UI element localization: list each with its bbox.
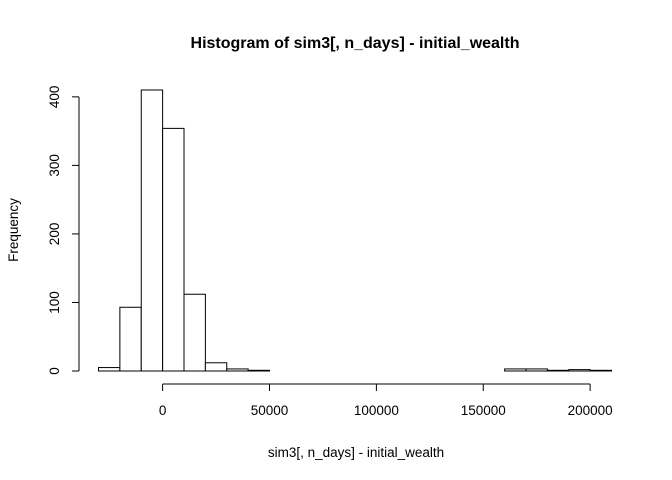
histogram-bar-2 (140, 89, 164, 372)
chart-title: Histogram of sim3[, n_days] - initial_we… (191, 35, 520, 52)
x-axis-label: sim3[, n_days] - initial_wealth (268, 445, 444, 460)
histogram-bar-19 (504, 368, 527, 372)
x-tick-label-2: 100000 (354, 403, 399, 418)
y-tick-label-4: 400 (47, 86, 62, 109)
histogram-bar-5 (204, 362, 228, 372)
histogram-bar-21 (546, 369, 570, 372)
histogram-bar-22 (568, 369, 591, 372)
histogram-bar-7 (247, 369, 271, 372)
x-tick-label-4: 200000 (568, 403, 613, 418)
histogram-bars (98, 89, 613, 372)
y-axis-label: Frequency (6, 198, 21, 262)
histogram-bar-3 (162, 127, 185, 372)
x-axis: 0 50000 100000 150000 200000 (159, 383, 613, 418)
histogram-bar-1 (119, 306, 142, 372)
y-axis: 0 100 200 300 400 (47, 86, 80, 375)
histogram-bar-20 (525, 368, 548, 372)
y-tick-label-1: 100 (47, 291, 62, 314)
x-tick-label-1: 50000 (251, 403, 289, 418)
histogram-bar-4 (183, 293, 206, 372)
histogram-bar-6 (226, 368, 249, 372)
y-tick-label-3: 300 (47, 154, 62, 177)
x-tick-label-0: 0 (159, 403, 167, 418)
y-tick-label-0: 0 (47, 367, 62, 375)
histogram-bar-0 (98, 367, 121, 372)
histogram-bar-23 (589, 369, 613, 372)
x-tick-label-3: 150000 (461, 403, 506, 418)
y-tick-label-2: 200 (47, 223, 62, 246)
